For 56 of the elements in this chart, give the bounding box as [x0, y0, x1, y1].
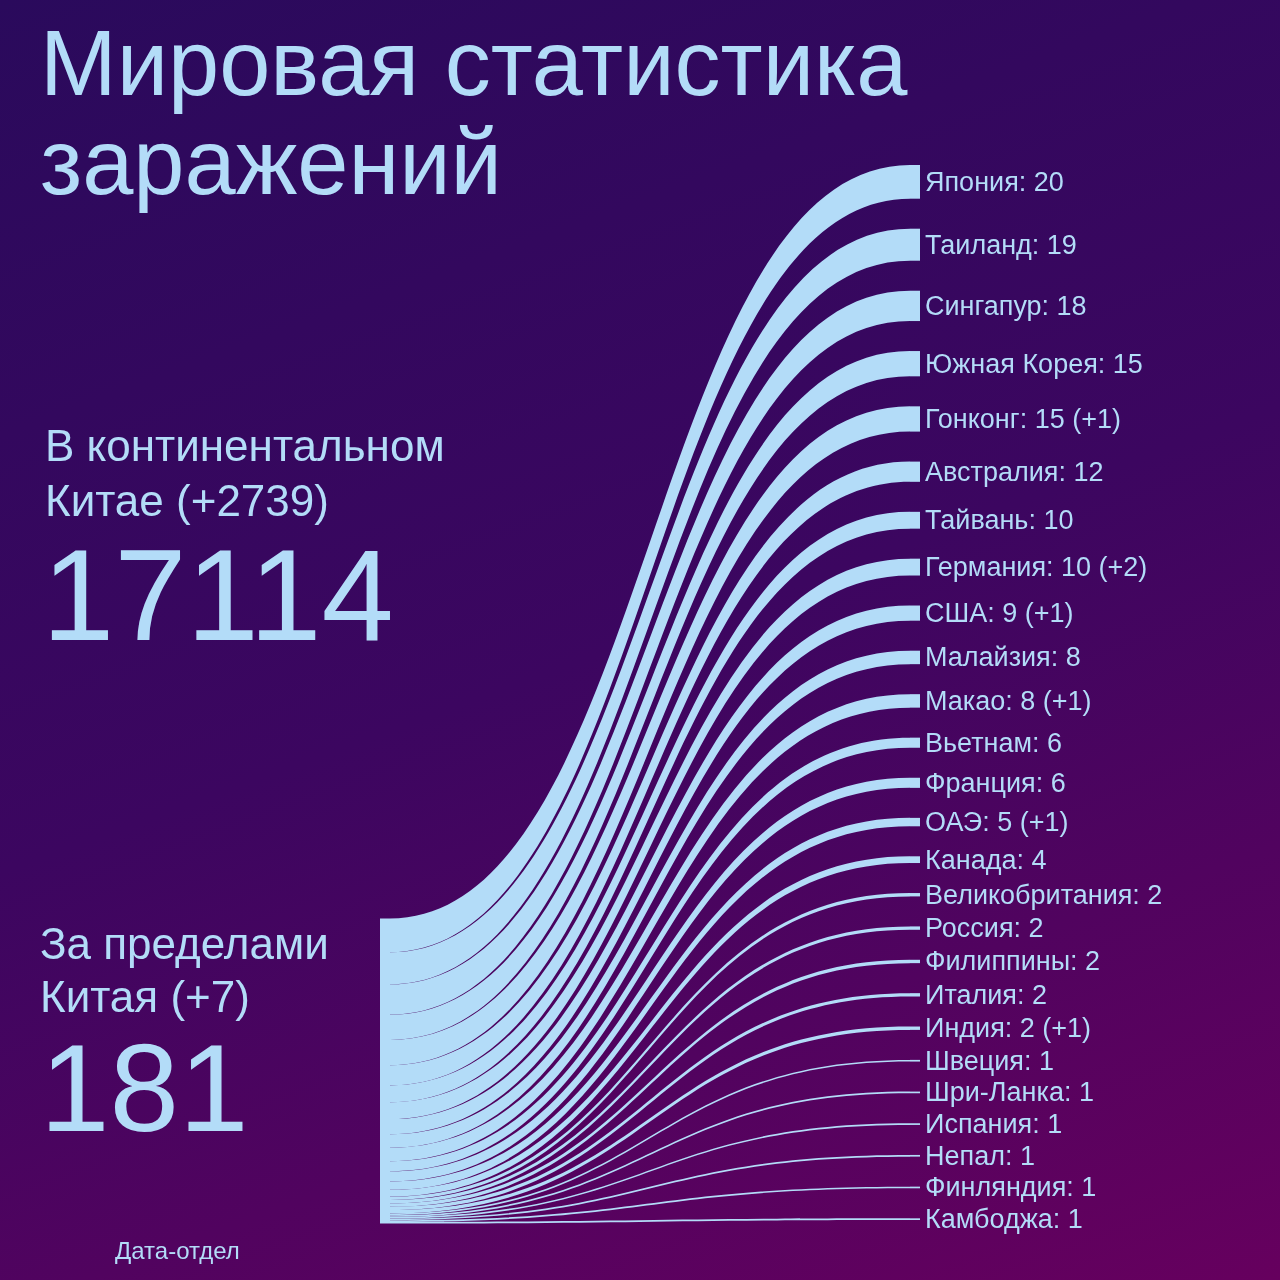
category-label: ОАЭ	[925, 807, 983, 838]
category-label: США	[925, 598, 988, 629]
data-label: : 15 (+1)	[1019, 403, 1121, 434]
data-label: : 9 (+1)	[987, 598, 1074, 629]
data-label: : 12	[1058, 456, 1104, 487]
category-label: Малайзия	[925, 642, 1051, 673]
category-label: Филиппины	[925, 946, 1071, 977]
category-label: Тайвань	[925, 505, 1029, 536]
data-label: : 1	[1063, 1077, 1094, 1108]
data-label: : 2	[1070, 946, 1101, 977]
data-label: : 8 (+1)	[1005, 685, 1092, 716]
category-label: Япония	[925, 166, 1019, 197]
category-label: Германия	[925, 552, 1047, 583]
category-label: Гонконг	[925, 403, 1020, 434]
data-label: : 15	[1097, 348, 1143, 379]
data-label: : 1	[1052, 1204, 1083, 1235]
data-label: : 8	[1050, 642, 1081, 673]
text: Дата-отдел	[115, 1237, 240, 1264]
category-label: Вьетнам	[925, 727, 1033, 758]
data-label: : 10 (+2)	[1046, 552, 1148, 583]
data-label: : 10	[1028, 505, 1074, 536]
data-label: : 1	[1004, 1140, 1035, 1171]
category-label: Индия	[925, 1013, 1005, 1044]
category-label: Таиланд	[925, 229, 1033, 260]
category-label: Испания	[925, 1109, 1033, 1140]
category-label: Шри-Ланка	[925, 1077, 1065, 1108]
data-label: : 2	[1016, 979, 1047, 1010]
category-label: Сингапур	[925, 290, 1042, 321]
category-label: Россия	[925, 913, 1014, 944]
data-label: : 6	[1035, 767, 1066, 798]
category-label: Камбоджа	[925, 1204, 1054, 1235]
category-label: Южная Корея	[925, 348, 1098, 379]
data-label: : 2	[1013, 913, 1044, 944]
data-label: : 19	[1031, 229, 1077, 260]
data-label: : 1	[1032, 1109, 1063, 1140]
data-label: : 6	[1032, 727, 1063, 758]
text: За пределами Китая (+7)	[40, 918, 330, 1023]
category-label: Австралия	[925, 456, 1059, 487]
category-label: Канада	[925, 844, 1018, 875]
category-label: Макао	[925, 685, 1006, 716]
category-label: Франция	[925, 767, 1036, 798]
data-label: : 18	[1041, 290, 1087, 321]
category-label: Непал	[925, 1140, 1005, 1171]
text: Мировая статистика заражений	[40, 12, 908, 214]
data-label: : 2	[1132, 879, 1163, 910]
category-label: Великобритания	[925, 879, 1133, 910]
data-label: : 1	[1066, 1172, 1097, 1203]
data-label: : 2 (+1)	[1004, 1013, 1092, 1044]
data-label: : 1	[1023, 1045, 1054, 1076]
data-label: : 20	[1018, 166, 1064, 197]
data-label: : 4	[1016, 844, 1047, 875]
category-label: Швеция	[925, 1045, 1024, 1076]
category-label: Финляндия	[925, 1172, 1067, 1203]
text: В континентальном Китае (+2739)	[45, 420, 446, 527]
data-label: : 5 (+1)	[982, 807, 1069, 838]
category-label: Италия	[925, 979, 1017, 1010]
